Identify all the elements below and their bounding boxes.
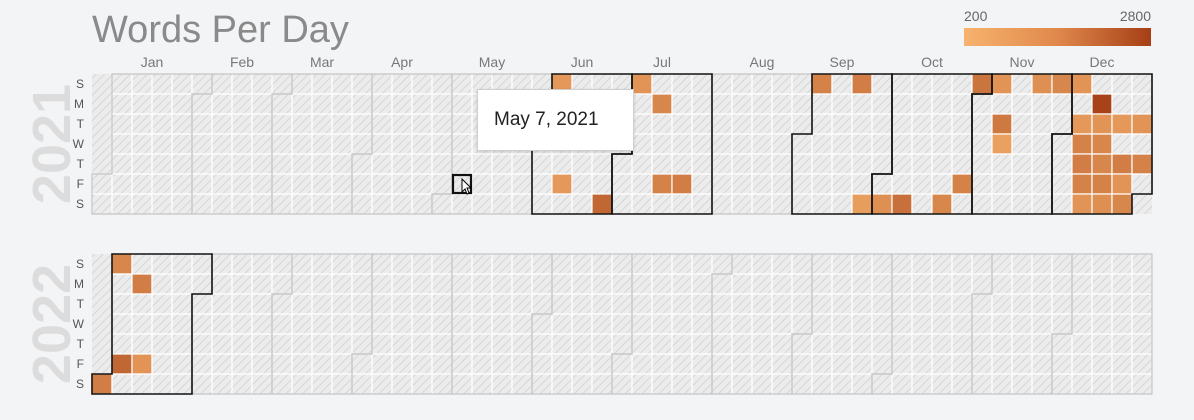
month-label-jan: Jan — [141, 54, 164, 70]
day-label: F — [77, 177, 84, 191]
day-cell-filled[interactable] — [891, 193, 913, 215]
day-label: S — [76, 257, 84, 271]
day-cell-filled[interactable] — [851, 193, 873, 215]
day-cell-filled[interactable] — [1111, 113, 1133, 135]
day-label: S — [76, 77, 84, 91]
day-cell-filled[interactable] — [1071, 153, 1093, 175]
day-cell-filled[interactable] — [671, 173, 693, 195]
day-cell-filled[interactable] — [851, 73, 873, 95]
day-cell-filled[interactable] — [1071, 193, 1093, 215]
day-cell-filled[interactable] — [551, 173, 573, 195]
day-label: T — [77, 297, 85, 311]
day-cell-filled[interactable] — [811, 73, 833, 95]
day-label: W — [73, 137, 85, 151]
day-cell-filled[interactable] — [1091, 193, 1113, 215]
day-cell-filled[interactable] — [1091, 153, 1113, 175]
day-cell-filled[interactable] — [111, 353, 133, 375]
day-cell-filled[interactable] — [931, 193, 953, 215]
legend-min-label: 200 — [964, 8, 988, 24]
day-cell-filled[interactable] — [111, 253, 133, 275]
day-label: T — [77, 337, 85, 351]
month-outline-active — [611, 73, 713, 215]
year-label: 2022 — [22, 264, 82, 384]
mouse-cursor-icon — [461, 177, 473, 195]
day-cell-filled[interactable] — [591, 193, 613, 215]
day-label: M — [74, 277, 84, 291]
day-cell-filled[interactable] — [1031, 73, 1053, 95]
legend-gradient-bar — [964, 28, 1151, 46]
month-label-jul: Jul — [653, 54, 671, 70]
date-tooltip: May 7, 2021 — [477, 89, 634, 151]
day-cell-filled[interactable] — [1091, 173, 1113, 195]
day-cell-filled[interactable] — [631, 73, 653, 95]
month-label-may: May — [479, 54, 505, 70]
day-cell-filled[interactable] — [1091, 113, 1113, 135]
day-cell-filled[interactable] — [651, 93, 673, 115]
month-label-mar: Mar — [310, 54, 334, 70]
month-label-aug: Aug — [750, 54, 775, 70]
day-cell-filled[interactable] — [951, 173, 973, 195]
day-cell-filled[interactable] — [131, 353, 153, 375]
month-outline — [1051, 253, 1153, 395]
chart-title: Words Per Day — [92, 9, 349, 51]
year-label: 2021 — [22, 84, 82, 204]
day-cell-filled[interactable] — [871, 193, 893, 215]
day-label: S — [76, 377, 84, 391]
day-cell-filled[interactable] — [1091, 93, 1113, 115]
month-label-feb: Feb — [230, 54, 254, 70]
day-label: M — [74, 97, 84, 111]
day-cell-filled[interactable] — [1071, 113, 1093, 135]
day-cell-filled[interactable] — [1111, 153, 1133, 175]
month-outlines — [91, 253, 1153, 395]
day-cell-filled[interactable] — [651, 173, 673, 195]
day-cell-filled[interactable] — [1111, 193, 1133, 215]
day-cell-filled[interactable] — [1071, 73, 1093, 95]
day-label: W — [73, 317, 85, 331]
day-cell-filled[interactable] — [1131, 153, 1153, 175]
day-cell-filled[interactable] — [1071, 133, 1093, 155]
day-cell-filled[interactable] — [1111, 173, 1133, 195]
month-label-oct: Oct — [921, 54, 943, 70]
day-label: F — [77, 357, 84, 371]
day-label: S — [76, 197, 84, 211]
legend: 200 2800 — [964, 8, 1151, 46]
month-label-apr: Apr — [391, 54, 413, 70]
hovered-cell[interactable] — [451, 173, 473, 195]
day-cell-filled[interactable] — [991, 133, 1013, 155]
day-cell-filled[interactable] — [1091, 133, 1113, 155]
year-background — [92, 254, 1152, 394]
day-cell-filled[interactable] — [1051, 73, 1073, 95]
day-label: T — [77, 117, 85, 131]
day-cell-filled[interactable] — [91, 373, 113, 395]
month-label-sep: Sep — [830, 54, 855, 70]
day-cell-filled[interactable] — [991, 73, 1013, 95]
month-label-dec: Dec — [1090, 54, 1115, 70]
month-label-nov: Nov — [1010, 54, 1035, 70]
day-cell-filled[interactable] — [1071, 173, 1093, 195]
day-cell-filled[interactable] — [1131, 113, 1153, 135]
month-outline-active — [1051, 73, 1153, 215]
day-cell-filled[interactable] — [991, 113, 1013, 135]
day-cell-filled[interactable] — [131, 273, 153, 295]
day-cell-filled[interactable] — [971, 73, 993, 95]
day-label: T — [77, 157, 85, 171]
month-label-jun: Jun — [571, 54, 594, 70]
month-outline-active — [91, 253, 213, 395]
legend-max-label: 2800 — [1120, 8, 1151, 24]
